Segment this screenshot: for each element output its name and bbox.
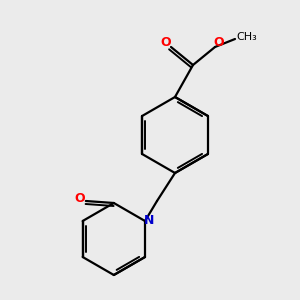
Text: O: O (214, 37, 224, 50)
Text: O: O (161, 35, 171, 49)
Text: CH₃: CH₃ (237, 32, 257, 42)
Text: N: N (144, 214, 154, 226)
Text: O: O (74, 193, 85, 206)
